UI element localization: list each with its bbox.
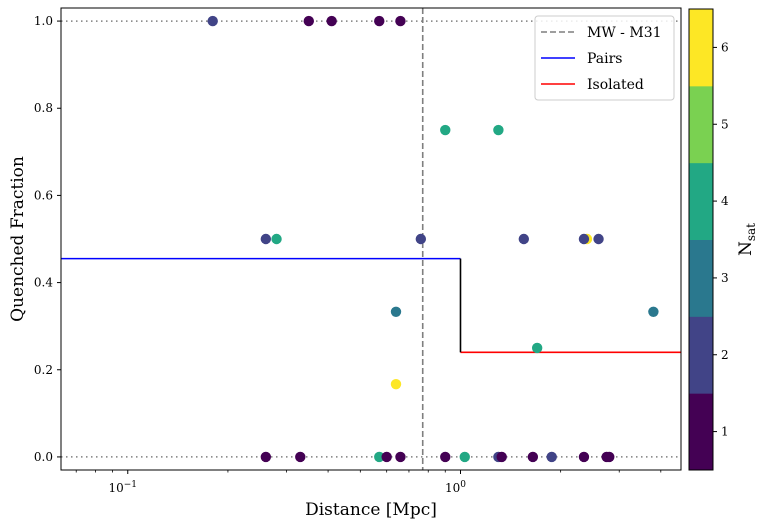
data-point <box>260 451 272 463</box>
colorbar: 1 2 3 4 5 6 Nsat <box>688 8 758 471</box>
colorbar-frame <box>688 8 714 471</box>
colorbar-segment <box>689 239 713 317</box>
data-point <box>295 451 306 463</box>
data-point <box>546 451 557 463</box>
data-point <box>493 124 504 136</box>
data-point <box>390 378 402 390</box>
colorbar-segment <box>689 85 713 164</box>
y-tick-label: 1.0 <box>34 14 53 28</box>
colorbar-segment <box>689 316 713 394</box>
data-point <box>604 451 615 463</box>
data-point <box>395 15 406 27</box>
colorbar-segment <box>689 162 713 240</box>
legend-label: Pairs <box>587 51 623 67</box>
data-point <box>415 233 427 245</box>
data-point <box>440 124 451 136</box>
legend-label: MW - M31 <box>587 25 662 41</box>
colorbar-tick-label: 6 <box>721 40 729 54</box>
data-point <box>518 233 530 245</box>
colorbar-tick-label: 5 <box>721 117 729 131</box>
x-tick-label: 10−1 <box>108 480 137 495</box>
data-point <box>326 15 337 27</box>
legend-label: Isolated <box>587 77 644 93</box>
legend-box <box>534 15 675 101</box>
axis-ticks: 0.0 0.2 0.4 0.6 0.8 1.0 10−1 100 <box>34 14 662 495</box>
step-lines <box>61 257 681 354</box>
colorbar-tick-label: 2 <box>721 348 729 362</box>
data-point <box>260 233 272 245</box>
data-point <box>440 451 451 463</box>
y-tick-label: 0.2 <box>34 363 53 377</box>
colorbar-segment <box>689 393 713 471</box>
x-axis-label: Distance [Mpc] <box>305 500 437 520</box>
data-point <box>593 233 604 245</box>
plot-frame <box>60 7 682 471</box>
data-point <box>390 306 402 317</box>
data-point <box>527 451 539 463</box>
y-tick-label: 0.0 <box>34 450 53 464</box>
data-point <box>459 451 470 463</box>
data-point <box>271 233 282 245</box>
y-tick-label: 0.4 <box>34 276 53 290</box>
colorbar-tick-label: 3 <box>721 271 729 285</box>
data-point <box>648 306 659 317</box>
data-point <box>381 451 392 463</box>
data-point <box>374 451 385 463</box>
data-point <box>207 15 218 27</box>
data-point <box>496 451 507 463</box>
colorbar-tick-label: 1 <box>721 425 729 439</box>
colorbar-tick-label: 4 <box>721 194 729 208</box>
data-point <box>578 451 590 463</box>
legend: MW - M31 Pairs Isolated <box>534 15 675 101</box>
data-point <box>531 342 543 354</box>
y-tick-label: 0.8 <box>34 101 53 115</box>
y-tick-label: 0.6 <box>34 188 53 202</box>
colorbar-segment <box>689 9 713 87</box>
data-point <box>374 15 385 27</box>
scatter-points <box>207 15 659 463</box>
y-axis-label: Quenched Fraction <box>8 156 28 322</box>
colorbar-label: Nsat <box>736 223 758 256</box>
data-point <box>303 15 314 27</box>
data-point <box>395 451 406 463</box>
x-tick-label: 100 <box>445 480 466 495</box>
data-point <box>578 233 590 245</box>
